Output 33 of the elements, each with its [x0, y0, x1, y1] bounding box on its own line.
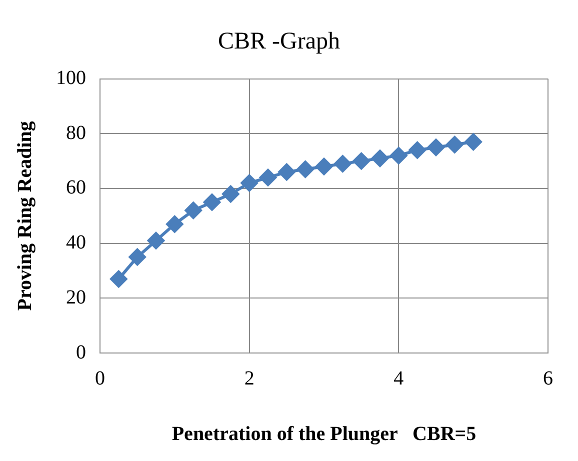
x-tick-label: 4 [394, 367, 404, 390]
y-tick-label: 80 [66, 122, 86, 144]
point [372, 150, 388, 167]
point [240, 174, 258, 192]
x-tick-label: 0 [95, 367, 105, 390]
y-tick-label: 100 [56, 67, 86, 90]
chart-title: CBR -Graph [218, 28, 340, 55]
point [148, 232, 164, 250]
point [446, 136, 464, 154]
point [222, 185, 240, 202]
point [260, 169, 276, 186]
point [428, 138, 444, 156]
point [316, 158, 332, 176]
y-tick-label: 0 [76, 341, 86, 364]
point [204, 194, 220, 211]
point [334, 155, 352, 172]
y-axis-title: Proving Ring Reading [14, 121, 36, 311]
point [464, 133, 482, 150]
y-tick-label: 60 [66, 176, 86, 199]
x-tick-label: 2 [244, 367, 254, 390]
point [352, 152, 370, 170]
point [390, 147, 408, 164]
point [278, 164, 296, 181]
point [128, 248, 146, 266]
point [110, 270, 128, 288]
y-tick-label: 40 [66, 232, 86, 254]
point [184, 202, 202, 219]
point [166, 216, 184, 233]
x-axis-title: Penetration of the Plunger CBR=5 [172, 423, 476, 446]
y-tick-label: 20 [66, 286, 86, 308]
point [296, 160, 314, 178]
point [408, 142, 426, 159]
x-tick-label: 6 [543, 367, 553, 390]
